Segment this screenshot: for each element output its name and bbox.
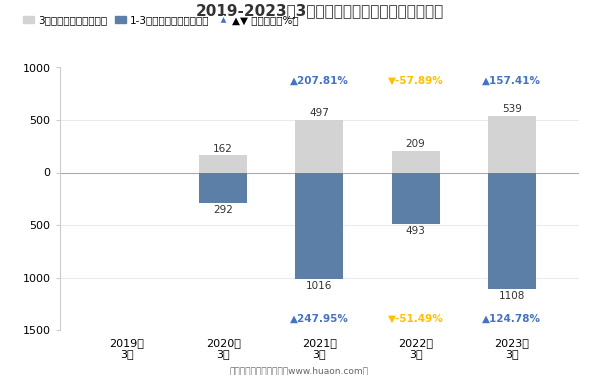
Text: ▼-57.89%: ▼-57.89% xyxy=(387,76,444,86)
Bar xyxy=(199,172,247,203)
Text: ▼-51.49%: ▼-51.49% xyxy=(387,314,444,324)
Text: 539: 539 xyxy=(502,104,522,114)
Bar xyxy=(199,156,247,172)
Bar xyxy=(488,116,536,172)
Bar xyxy=(392,150,439,172)
Title: 2019-2023年3月郑州商品交易所尿素期货成交量: 2019-2023年3月郑州商品交易所尿素期货成交量 xyxy=(195,3,444,18)
Text: 497: 497 xyxy=(309,108,330,118)
Text: ▲207.81%: ▲207.81% xyxy=(290,76,349,86)
Text: 209: 209 xyxy=(406,139,426,148)
Text: 1108: 1108 xyxy=(498,291,525,301)
Text: 162: 162 xyxy=(213,144,233,154)
Text: ▲157.41%: ▲157.41% xyxy=(482,76,541,86)
Bar xyxy=(296,120,343,172)
Bar xyxy=(392,172,439,224)
Text: ▲247.95%: ▲247.95% xyxy=(290,314,349,324)
Bar xyxy=(488,172,536,289)
Legend: 3月期货成交量（万手）, 1-3月期货成交量（万手）, ▲▼ 同比增长（%）: 3月期货成交量（万手）, 1-3月期货成交量（万手）, ▲▼ 同比增长（%） xyxy=(23,15,299,25)
Text: 292: 292 xyxy=(213,205,233,215)
Text: ▲124.78%: ▲124.78% xyxy=(482,314,541,324)
Text: 1016: 1016 xyxy=(306,281,333,291)
Bar xyxy=(296,172,343,279)
Text: 制图：华经产业研究院（www.huaon.com）: 制图：华经产业研究院（www.huaon.com） xyxy=(229,366,368,375)
Text: 493: 493 xyxy=(405,226,426,236)
